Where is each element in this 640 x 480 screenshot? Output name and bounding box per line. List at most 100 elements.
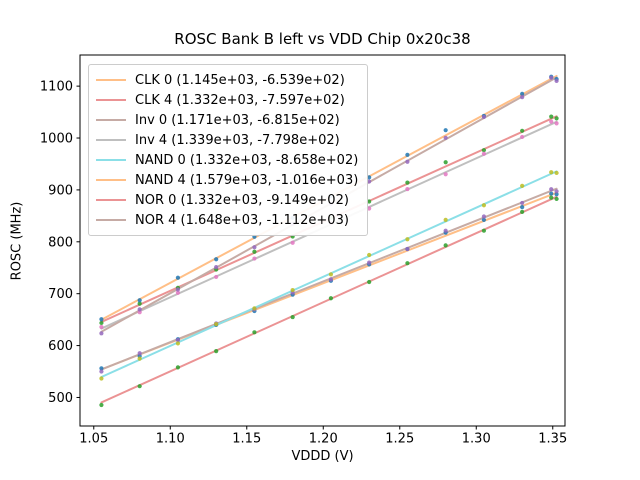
scatter-point (367, 260, 372, 265)
scatter-point (405, 152, 410, 157)
scatter-point (290, 287, 295, 293)
scatter-point (175, 365, 181, 370)
x-tick-label: 1.25 (385, 432, 414, 447)
y-tick-label: 800 (48, 235, 73, 250)
scatter-point (214, 321, 219, 327)
scatter-point (367, 206, 372, 211)
scatter-point (443, 160, 448, 165)
scatter-point (520, 95, 525, 100)
legend-entry: NAND 0 (1.332e+03, -8.658e+02) (96, 150, 358, 170)
scatter-point (443, 128, 448, 133)
legend: CLK 0 (1.145e+03, -6.539e+02) CLK 4 (1.33… (88, 64, 369, 236)
legend-entry: NOR 4 (1.648e+03, -1.112e+03) (96, 210, 358, 230)
x-tick-label: 1.15 (232, 432, 261, 447)
scatter-point (328, 272, 334, 277)
scatter-point (549, 170, 554, 175)
scatter-point (405, 261, 410, 266)
legend-line-swatch (96, 99, 126, 101)
scatter-point (554, 116, 559, 121)
scatter-point (252, 256, 257, 261)
scatter-point (290, 240, 295, 245)
scatter-point (137, 298, 142, 303)
legend-entry: Inv 0 (1.171e+03, -6.815e+02) (96, 110, 358, 130)
legend-label: NOR 0 (1.332e+03, -9.149e+02) (135, 192, 349, 208)
scatter-point (367, 199, 372, 204)
legend-entry: NAND 4 (1.579e+03, -1.016e+03) (96, 170, 358, 190)
scatter-point (549, 114, 554, 119)
scatter-point (252, 249, 257, 254)
legend-label: Inv 4 (1.339e+03, -7.798e+02) (135, 132, 340, 148)
x-tick-label: 1.30 (462, 432, 491, 447)
scatter-point (481, 114, 487, 120)
legend-entry: Inv 4 (1.339e+03, -7.798e+02) (96, 130, 358, 150)
legend-label: CLK 4 (1.332e+03, -7.597e+02) (135, 92, 345, 108)
scatter-point (405, 180, 410, 185)
scatter-point (405, 246, 410, 252)
scatter-point (443, 228, 448, 233)
scatter-point (549, 195, 554, 200)
legend-entry: NOR 0 (1.332e+03, -9.149e+02) (96, 190, 358, 210)
scatter-point (214, 274, 219, 280)
scatter-point (175, 290, 181, 295)
scatter-point (367, 252, 372, 258)
scatter-point (520, 200, 525, 206)
legend-line-swatch (96, 139, 126, 141)
axes-frame (79, 54, 566, 427)
y-tick-label: 700 (48, 287, 73, 302)
scatter-point (405, 186, 410, 192)
scatter-point (328, 277, 334, 282)
legend-label: CLK 0 (1.145e+03, -6.539e+02) (135, 72, 345, 88)
legend-line-swatch (96, 179, 126, 181)
scatter-point (405, 159, 410, 164)
scatter-point (367, 175, 372, 180)
legend-line-swatch (96, 119, 126, 121)
x-axis-label: VDDD (V) (291, 449, 354, 464)
x-tick-label: 1.05 (79, 432, 108, 447)
scatter-point (99, 320, 104, 326)
scatter-point (367, 179, 372, 184)
scatter-point (554, 196, 559, 202)
scatter-point (214, 265, 219, 270)
scatter-point (175, 341, 181, 346)
y-tick-label: 900 (48, 183, 73, 198)
scatter-point (443, 217, 448, 223)
scatter-point (214, 257, 219, 262)
x-tick-label: 1.20 (309, 432, 338, 447)
legend-line-swatch (96, 79, 126, 81)
legend-label: NOR 4 (1.648e+03, -1.112e+03) (135, 212, 349, 228)
scatter-point (367, 279, 372, 285)
scatter-point (549, 75, 554, 80)
legend-line-swatch (96, 199, 126, 201)
scatter-point (252, 245, 257, 250)
scatter-point (520, 128, 525, 133)
legend-label: NAND 4 (1.579e+03, -1.016e+03) (135, 172, 359, 188)
legend-line-swatch (96, 219, 126, 221)
scatter-point (520, 204, 525, 210)
scatter-point (252, 306, 257, 311)
x-tick-label: 1.10 (156, 432, 185, 447)
scatter-point (481, 214, 487, 219)
scatter-point (137, 307, 142, 312)
scatter-point (520, 134, 525, 140)
scatter-point (549, 187, 554, 192)
scatter-point (137, 351, 142, 356)
scatter-point (520, 209, 525, 214)
y-tick-label: 600 (48, 339, 73, 354)
legend-entry: CLK 4 (1.332e+03, -7.597e+02) (96, 90, 358, 110)
legend-label: NAND 0 (1.332e+03, -8.658e+02) (135, 152, 359, 168)
legend-label: Inv 0 (1.171e+03, -6.815e+02) (135, 112, 340, 128)
scatter-point (405, 237, 410, 242)
scatter-point (520, 91, 525, 96)
y-tick-label: 500 (48, 391, 73, 406)
scatter-point (175, 338, 181, 343)
scatter-point (549, 191, 554, 196)
scatter-point (99, 402, 104, 408)
y-tick-label: 1100 (40, 80, 73, 95)
scatter-point (99, 331, 104, 336)
scatter-point (290, 314, 295, 320)
scatter-point (549, 119, 554, 124)
scatter-point (554, 78, 559, 84)
legend-entry: CLK 0 (1.145e+03, -6.539e+02) (96, 70, 358, 90)
